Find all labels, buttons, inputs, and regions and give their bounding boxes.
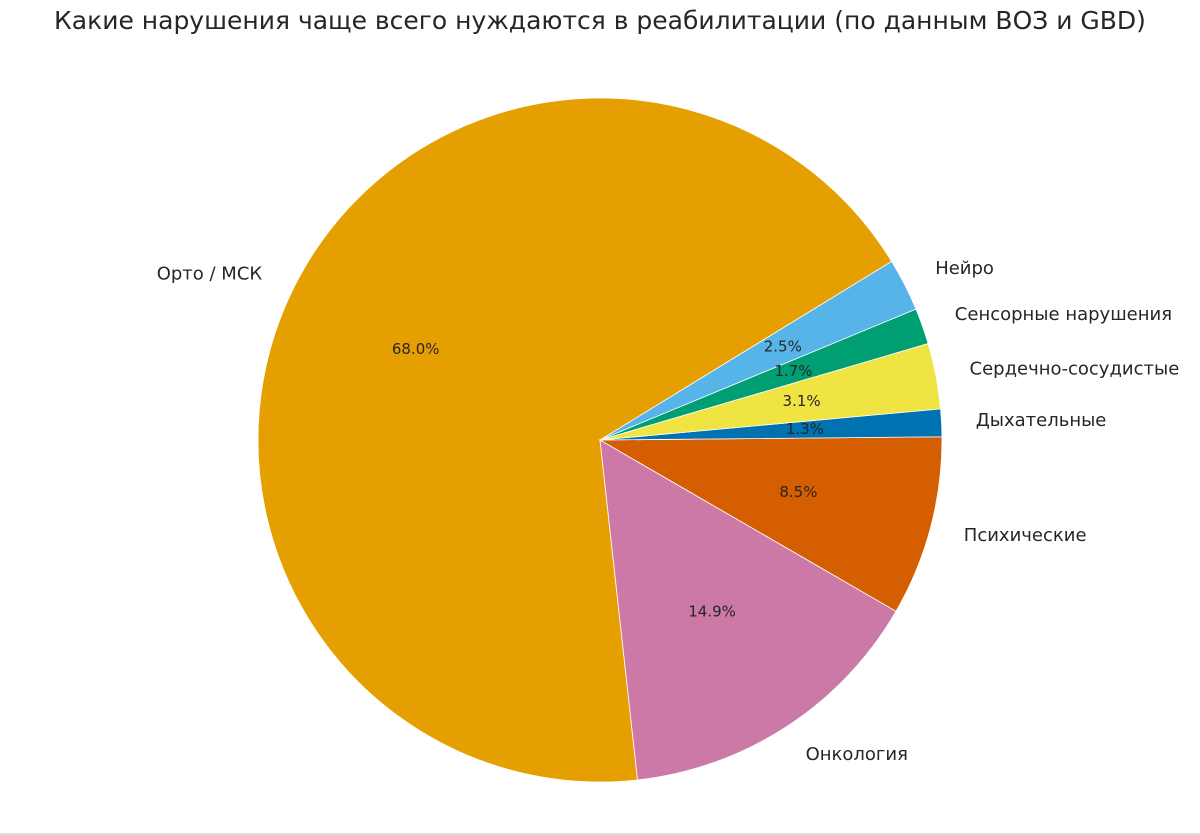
- slice-label: Психические: [964, 525, 1087, 546]
- slice-label: Нейро: [935, 258, 994, 279]
- slice-percent-label: 1.3%: [786, 420, 824, 438]
- slice-label: Сердечно-сосудистые: [970, 359, 1180, 380]
- slice-percent-label: 2.5%: [764, 337, 802, 355]
- pie-slice: [599, 439, 897, 781]
- slice-label: Дыхательные: [976, 410, 1107, 431]
- pie-slice: [599, 308, 929, 441]
- slice-label: Сенсорные нарушения: [955, 304, 1172, 325]
- slice-label: Онкология: [806, 744, 908, 765]
- bottom-divider: [0, 833, 1200, 835]
- chart-title: Какие нарушения чаще всего нуждаются в р…: [54, 6, 1146, 35]
- pie-slice: [257, 97, 893, 783]
- slice-percent-label: 68.0%: [392, 340, 440, 358]
- slice-percent-label: 8.5%: [779, 483, 817, 501]
- pie-slices: [257, 97, 943, 783]
- slice-label: Орто / МСК: [157, 264, 263, 285]
- slice-percent-label: 3.1%: [783, 392, 821, 410]
- slice-percent-label: 1.7%: [774, 362, 812, 380]
- pie-slice: [598, 436, 943, 612]
- slice-percent-label: 14.9%: [688, 602, 736, 620]
- pie-labels: Нейро 2.5% Орто / МСК 68.0% Онкология 14.9% Пс…: [157, 258, 1180, 765]
